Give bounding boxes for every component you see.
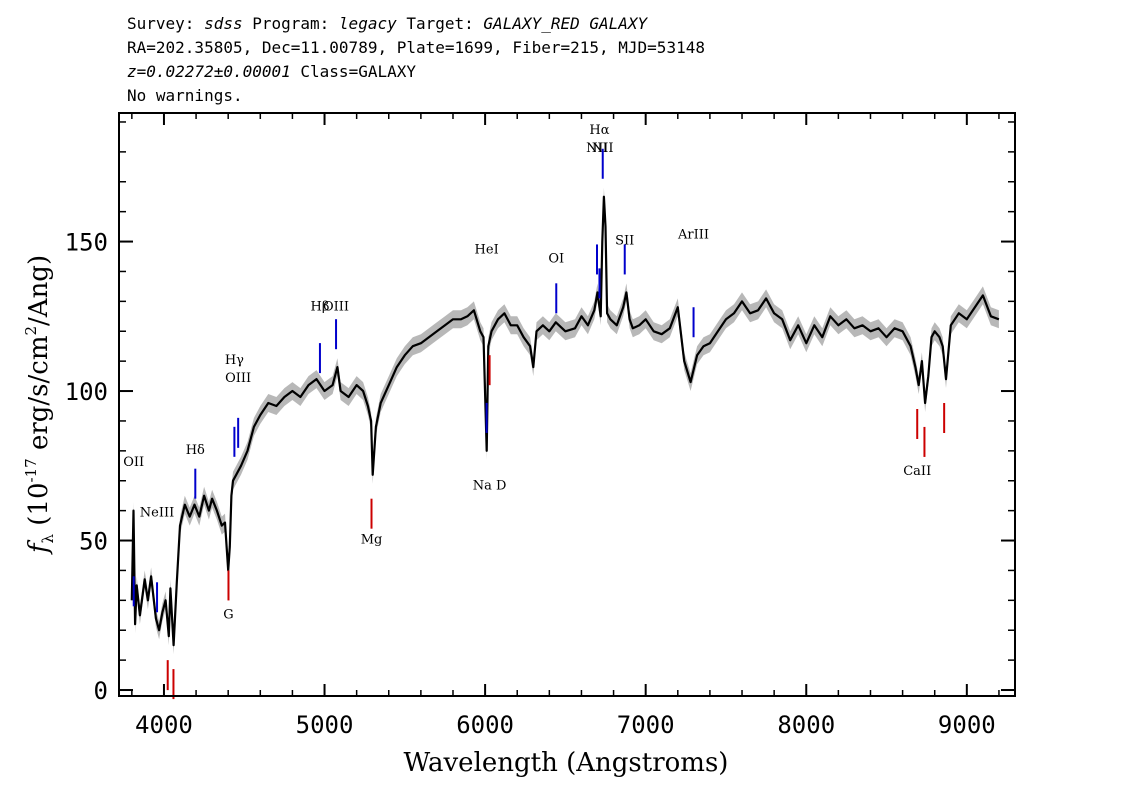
emission-line-label: Hδ [186,443,205,458]
class-value: Class=GALAXY [290,62,416,81]
y-tick-label: 50 [79,528,108,556]
emission-line-label: NeIII [140,506,174,521]
error-band [131,187,999,655]
x-tick-label: 9000 [938,711,996,739]
absorption-line-label: Mg [361,533,383,548]
spectrum-layer [130,195,1000,647]
emission-line-label: Hα [589,123,609,138]
header-survey-line: Survey: sdss Program: legacy Target: GAL… [127,12,1027,36]
header-coordinates-line: RA=202.35805, Dec=11.00789, Plate=1699, … [127,38,705,57]
x-tick-label: 4000 [135,711,193,739]
spectrum-line [130,195,1000,647]
y-tick-label: 0 [94,677,108,705]
emission-line-label: OIII [225,371,251,386]
x-tick-label: 5000 [296,711,354,739]
y-axis-title: fλ (10-17 erg/s/cm2/Ang) [22,255,57,555]
absorption-line-label: G [223,607,233,622]
x-tick-label: 6000 [456,711,514,739]
x-tick-label: 8000 [777,711,835,739]
error-band-layer [131,187,999,655]
header-survey-part: Survey: [127,14,205,33]
spectrum-header: Survey: sdss Program: legacy Target: GAL… [127,12,1027,108]
emission-line-label: OIII [323,299,349,314]
header-survey-part: Target: [396,14,484,33]
x-tick-label: 7000 [617,711,675,739]
axis-ticks-layer: 4000 5000 6000 7000 8000 9000 0 50 100 150 [65,113,1015,739]
x-axis-title: Wavelength (Angstroms) [404,748,729,778]
plot-frame [118,112,1016,697]
emission-line-label: NII [592,141,614,156]
y-tick-label: 150 [65,229,108,257]
header-survey-part: GALAXY_RED GALAXY [483,14,648,33]
emission-line-label: Hγ [225,353,244,368]
emission-line-label: Hβ [311,299,330,314]
emission-line-label: OI [548,251,564,266]
redshift-value: z=0.02272±0.00001 [127,62,291,81]
header-survey-part: Program: [242,14,339,33]
emission-line-label: OII [123,455,144,470]
emission-line-label: SII [615,234,634,249]
header-redshift-line: z=0.02272±0.00001 Class=GALAXY [127,60,1027,84]
absorption-line-label: CaII [903,464,931,479]
header-survey-part: legacy [338,14,397,33]
absorption-line-label: Na D [473,479,507,494]
emission-line-label: ArIII [677,228,709,243]
y-tick-label: 100 [65,378,108,406]
header-survey-part: sdss [204,14,243,33]
header-warnings-line: No warnings. [127,86,243,105]
emission-line-label: HeI [475,243,499,258]
